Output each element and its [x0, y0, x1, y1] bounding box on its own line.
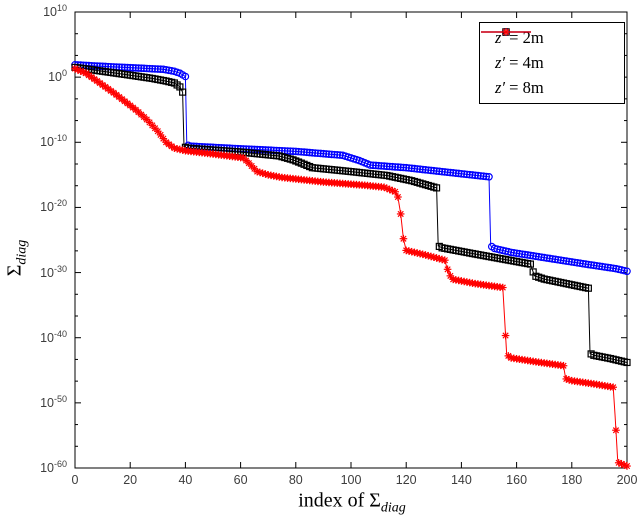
y-tick-label: 10-40	[40, 328, 67, 345]
legend-label: z′ = 8m	[495, 78, 544, 98]
x-tick-label: 100	[340, 473, 362, 487]
legend-label: z′ = 4m	[495, 52, 544, 72]
y-axis-label-text: Σ	[3, 264, 26, 277]
x-tick-label: 60	[233, 473, 248, 487]
y-tick-label: 10-30	[40, 263, 67, 280]
y-tick-label: 1010	[43, 3, 67, 20]
x-tick-label: 120	[395, 473, 417, 487]
x-tick-label: 160	[506, 473, 528, 487]
x-tick-label: 180	[561, 473, 583, 487]
x-tick-label: 200	[616, 473, 638, 487]
legend-entry-8m: z′ = 8m	[481, 28, 624, 101]
y-tick-label: 10-60	[40, 459, 67, 476]
series-asterisk	[71, 64, 631, 470]
y-tick-label: 10-50	[40, 393, 67, 410]
x-tick-label: 0	[71, 473, 79, 487]
x-tick-label: 20	[123, 473, 138, 487]
x-tick-label: 40	[178, 473, 193, 487]
x-tick-label: 80	[288, 473, 303, 487]
x-axis-label-subscript: diag	[380, 500, 406, 516]
y-axis-label: Σdiag	[4, 240, 31, 277]
x-tick-label: 140	[450, 473, 472, 487]
legend-entry-4m: z′ = 4m	[481, 28, 624, 75]
y-axis-tick-labels: 1010 100 10-10 10-20 10-30 10-40 10-50 10-60	[0, 0, 70, 528]
x-axis-label: index of Σdiag	[298, 490, 406, 517]
y-tick-label: 10-20	[40, 198, 67, 215]
series-square	[71, 63, 631, 367]
x-axis-label-text: index of Σ	[298, 489, 381, 512]
y-tick-label: 10-10	[40, 133, 67, 150]
legend: z′ = 2m z′ = 4m z′ = 8m	[479, 22, 625, 104]
y-tick-label: 100	[48, 68, 67, 85]
y-axis-label-subscript: diag	[14, 239, 30, 265]
